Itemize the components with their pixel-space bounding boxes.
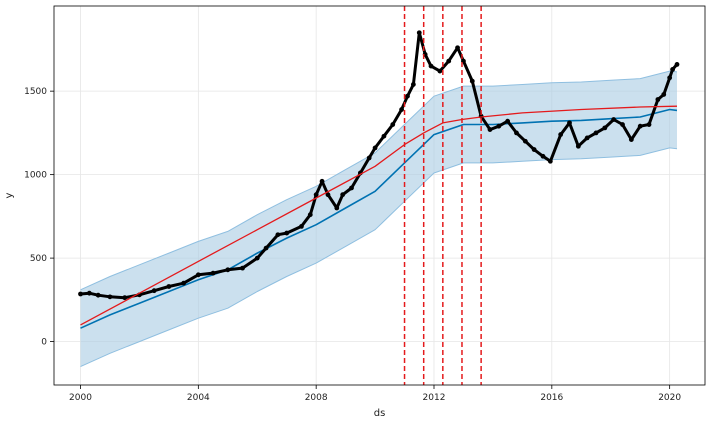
observed-point — [372, 145, 378, 151]
observed-point — [263, 245, 269, 251]
observed-point — [547, 158, 553, 164]
observed-point — [584, 135, 590, 141]
observed-point — [531, 147, 537, 152]
axis-ticks: 2000 2004 2008 2012 2016 2020 0 500 1000 1500 — [24, 87, 681, 403]
observed-point — [655, 97, 661, 102]
observed-point — [487, 127, 493, 132]
observed-point — [151, 288, 157, 294]
observed-point — [390, 122, 396, 127]
observed-point — [628, 137, 634, 142]
observed-point — [455, 45, 460, 51]
observed-point — [319, 178, 325, 184]
observed-point — [496, 123, 502, 129]
plot-area — [78, 6, 680, 385]
observed-point — [661, 92, 667, 97]
x-tick-label: 2020 — [658, 393, 681, 403]
observed-point — [416, 30, 422, 36]
x-tick-label: 2012 — [423, 393, 446, 403]
observed-point — [313, 192, 319, 198]
forecast-line — [80, 108, 678, 329]
y-tick-label: 500 — [30, 254, 47, 264]
observed-point — [558, 132, 564, 137]
observed-point — [620, 122, 625, 127]
x-tick-label: 2004 — [187, 393, 210, 403]
observed-point — [95, 292, 101, 298]
observed-point — [299, 223, 304, 229]
y-tick-label: 1500 — [24, 87, 47, 97]
observed-point — [522, 138, 528, 144]
upper-bound-line — [80, 70, 678, 291]
observed-point — [122, 295, 128, 301]
observed-point — [399, 107, 404, 112]
observed-point — [195, 272, 201, 278]
observed-point — [181, 280, 187, 286]
x-tick-label: 2016 — [540, 393, 563, 403]
observed-point — [674, 62, 680, 67]
observed-point — [325, 192, 331, 198]
observed-point — [240, 265, 245, 271]
observed-point — [405, 93, 410, 99]
observed-point — [334, 205, 340, 211]
observed-point — [210, 270, 216, 276]
observed-point — [602, 125, 608, 131]
observed-point — [254, 255, 260, 261]
observed-point — [437, 68, 443, 74]
observed-point — [225, 267, 231, 273]
observed-point — [107, 294, 113, 300]
observed-point — [540, 153, 546, 159]
observed-point — [514, 130, 519, 136]
observed-point — [78, 291, 83, 297]
observed-point — [381, 133, 387, 139]
y-tick-label: 1000 — [24, 171, 47, 181]
x-axis-label: ds — [374, 408, 386, 419]
observed-point — [340, 192, 346, 198]
observed-point — [428, 63, 434, 69]
y-tick-label: 0 — [41, 338, 47, 348]
observed-point — [593, 130, 599, 136]
observed-point — [646, 122, 652, 127]
x-tick-label: 2000 — [69, 393, 92, 403]
observed-point — [410, 82, 416, 87]
observed-point — [505, 118, 511, 124]
y-axis-label: y — [4, 192, 15, 198]
lower-bound-line — [80, 147, 678, 368]
observed-point — [637, 123, 643, 129]
observed-point — [611, 117, 617, 122]
uncertainty-interval-band — [80, 71, 677, 367]
observed-point — [667, 75, 673, 81]
observed-point — [366, 155, 372, 161]
observed-point — [349, 185, 354, 191]
x-tick-label: 2008 — [305, 393, 328, 403]
trend-line — [80, 105, 678, 326]
plot-frame — [53, 5, 706, 386]
observed-point — [284, 230, 290, 236]
observed-point — [446, 58, 452, 64]
observed-point — [307, 212, 313, 218]
observed-point — [469, 78, 475, 84]
observed-point — [575, 143, 581, 149]
observed-point — [567, 120, 572, 126]
observed-point — [166, 284, 172, 289]
observed-point — [86, 290, 92, 296]
observed-point — [275, 232, 281, 238]
observed-point — [670, 67, 675, 72]
